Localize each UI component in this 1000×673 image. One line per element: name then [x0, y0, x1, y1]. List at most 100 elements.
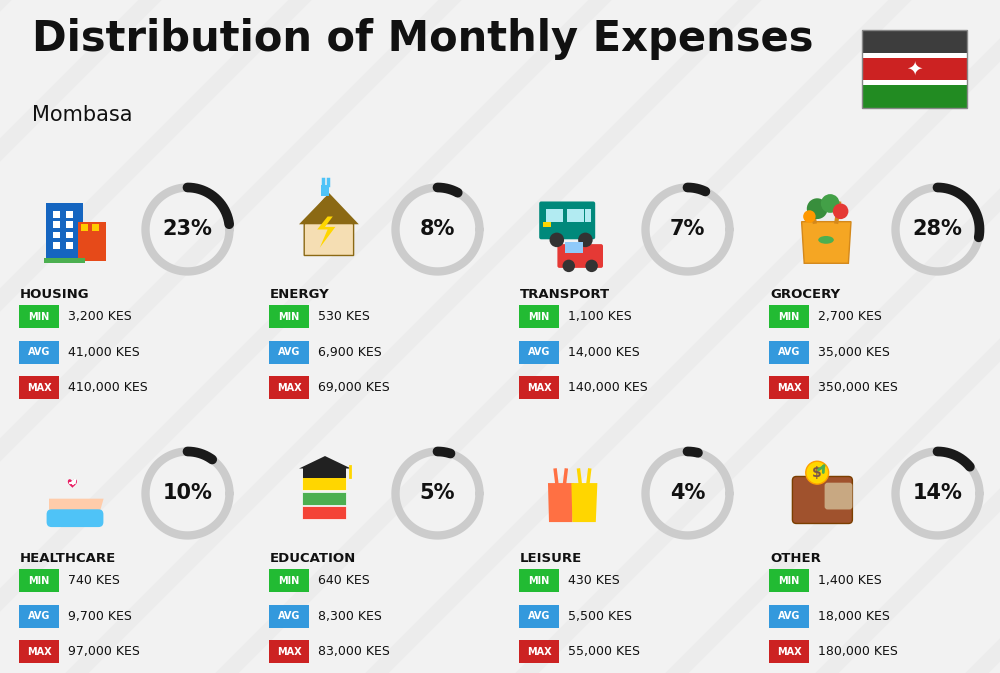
- FancyBboxPatch shape: [862, 82, 967, 108]
- Text: 41,000 KES: 41,000 KES: [68, 346, 140, 359]
- Text: 83,000 KES: 83,000 KES: [318, 645, 390, 658]
- Text: 10%: 10%: [163, 483, 212, 503]
- FancyBboxPatch shape: [44, 258, 85, 263]
- Text: 430 KES: 430 KES: [568, 574, 620, 587]
- Circle shape: [807, 199, 828, 219]
- FancyBboxPatch shape: [302, 507, 346, 520]
- Polygon shape: [317, 217, 335, 248]
- FancyBboxPatch shape: [66, 242, 73, 249]
- FancyBboxPatch shape: [66, 232, 73, 238]
- Polygon shape: [548, 483, 574, 522]
- Text: 97,000 KES: 97,000 KES: [68, 645, 140, 658]
- Text: Mombasa: Mombasa: [32, 105, 132, 125]
- FancyBboxPatch shape: [585, 209, 591, 221]
- Circle shape: [821, 194, 840, 213]
- FancyBboxPatch shape: [269, 376, 309, 399]
- Text: MIN: MIN: [278, 575, 300, 586]
- Text: MAX: MAX: [527, 647, 551, 657]
- FancyBboxPatch shape: [19, 569, 59, 592]
- FancyBboxPatch shape: [19, 305, 59, 328]
- Text: HEALTHCARE: HEALTHCARE: [20, 552, 116, 565]
- FancyBboxPatch shape: [269, 569, 309, 592]
- Text: 55,000 KES: 55,000 KES: [568, 645, 640, 658]
- Text: AVG: AVG: [778, 347, 800, 357]
- Polygon shape: [304, 199, 354, 256]
- FancyBboxPatch shape: [862, 79, 967, 85]
- Polygon shape: [299, 193, 359, 224]
- FancyBboxPatch shape: [92, 223, 99, 231]
- Text: Distribution of Monthly Expenses: Distribution of Monthly Expenses: [32, 18, 814, 60]
- Ellipse shape: [818, 236, 834, 244]
- FancyBboxPatch shape: [302, 477, 346, 491]
- FancyBboxPatch shape: [769, 305, 809, 328]
- FancyBboxPatch shape: [519, 569, 559, 592]
- FancyBboxPatch shape: [66, 211, 73, 217]
- Text: MAX: MAX: [277, 647, 301, 657]
- Circle shape: [550, 233, 564, 247]
- Text: 4%: 4%: [670, 483, 705, 503]
- Text: $: $: [812, 466, 822, 480]
- FancyBboxPatch shape: [862, 53, 967, 59]
- Text: 14,000 KES: 14,000 KES: [568, 346, 640, 359]
- Text: 9,700 KES: 9,700 KES: [68, 610, 132, 623]
- Text: MAX: MAX: [777, 383, 801, 393]
- Text: 140,000 KES: 140,000 KES: [568, 382, 648, 394]
- Text: 5%: 5%: [420, 483, 455, 503]
- Circle shape: [833, 203, 848, 219]
- Text: HOUSING: HOUSING: [20, 287, 90, 301]
- FancyBboxPatch shape: [81, 223, 88, 231]
- Text: 23%: 23%: [163, 219, 212, 240]
- Text: AVG: AVG: [28, 611, 50, 621]
- Circle shape: [806, 461, 829, 484]
- Text: AVG: AVG: [778, 611, 800, 621]
- Polygon shape: [49, 499, 104, 517]
- FancyBboxPatch shape: [53, 221, 60, 228]
- FancyBboxPatch shape: [769, 641, 809, 664]
- Text: 1,400 KES: 1,400 KES: [818, 574, 882, 587]
- FancyBboxPatch shape: [862, 56, 967, 82]
- Text: 5,500 KES: 5,500 KES: [568, 610, 632, 623]
- Text: MIN: MIN: [528, 575, 550, 586]
- Text: AVG: AVG: [528, 611, 550, 621]
- FancyBboxPatch shape: [519, 305, 559, 328]
- Text: AVG: AVG: [528, 347, 550, 357]
- Text: AVG: AVG: [278, 347, 300, 357]
- Polygon shape: [68, 479, 77, 488]
- FancyBboxPatch shape: [769, 569, 809, 592]
- Text: 28%: 28%: [913, 219, 962, 240]
- FancyBboxPatch shape: [269, 341, 309, 363]
- Polygon shape: [802, 221, 851, 263]
- FancyBboxPatch shape: [825, 483, 852, 509]
- FancyBboxPatch shape: [53, 211, 60, 217]
- FancyBboxPatch shape: [543, 221, 551, 227]
- FancyBboxPatch shape: [269, 605, 309, 628]
- Text: MIN: MIN: [278, 312, 300, 322]
- FancyBboxPatch shape: [66, 221, 73, 228]
- Text: 18,000 KES: 18,000 KES: [818, 610, 890, 623]
- Text: MAX: MAX: [277, 383, 301, 393]
- Text: AVG: AVG: [278, 611, 300, 621]
- Text: OTHER: OTHER: [770, 552, 821, 565]
- Text: GROCERY: GROCERY: [770, 287, 840, 301]
- Text: ENERGY: ENERGY: [270, 287, 330, 301]
- FancyBboxPatch shape: [303, 468, 346, 478]
- Text: EDUCATION: EDUCATION: [270, 552, 356, 565]
- FancyBboxPatch shape: [557, 244, 603, 268]
- Text: 640 KES: 640 KES: [318, 574, 370, 587]
- Circle shape: [803, 210, 816, 223]
- FancyBboxPatch shape: [19, 341, 59, 363]
- FancyBboxPatch shape: [53, 242, 60, 249]
- FancyBboxPatch shape: [769, 376, 809, 399]
- Text: 1,100 KES: 1,100 KES: [568, 310, 632, 323]
- Text: MAX: MAX: [527, 383, 551, 393]
- Text: 3,200 KES: 3,200 KES: [68, 310, 132, 323]
- FancyBboxPatch shape: [302, 492, 346, 505]
- Text: 6,900 KES: 6,900 KES: [318, 346, 382, 359]
- FancyBboxPatch shape: [46, 203, 83, 260]
- FancyBboxPatch shape: [53, 232, 60, 238]
- FancyBboxPatch shape: [269, 305, 309, 328]
- Text: ✦: ✦: [906, 59, 923, 79]
- Text: 530 KES: 530 KES: [318, 310, 370, 323]
- FancyBboxPatch shape: [269, 641, 309, 664]
- Text: 740 KES: 740 KES: [68, 574, 120, 587]
